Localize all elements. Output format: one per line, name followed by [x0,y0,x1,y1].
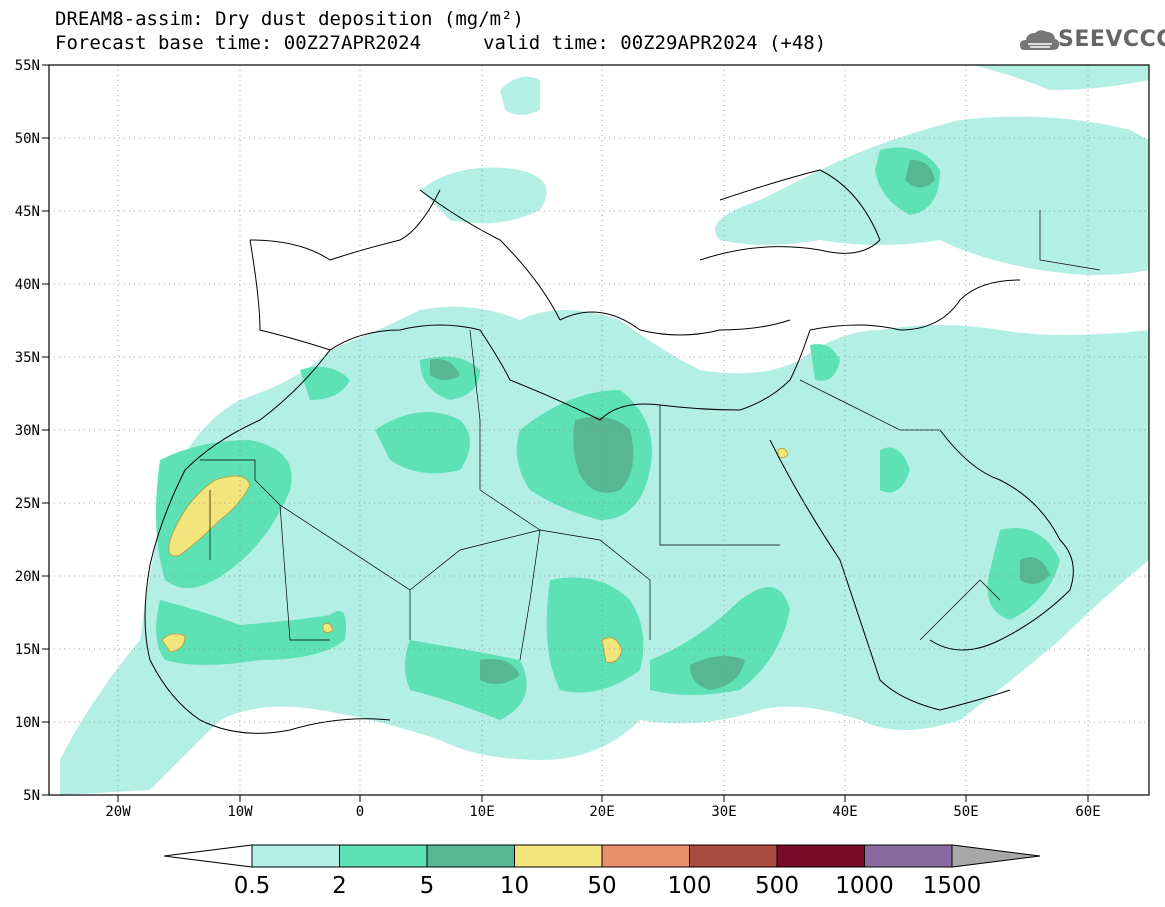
colorbar-label: 1500 [923,873,982,899]
grid-lines [49,65,1149,795]
lat-label: 45N [15,204,40,220]
map-title: DREAM8-assim: Dry dust deposition (mg/m²… [55,8,524,30]
country-borders [200,210,1101,661]
colorbar-label: 1000 [835,873,894,899]
colorbar: 0.5 2 5 10 50 100 500 1000 1500 [163,844,1041,899]
lon-label: 20E [589,804,614,820]
lat-label: 30N [15,423,40,439]
colorbar-label: 500 [755,873,799,899]
lon-label: 30E [711,804,736,820]
lat-label: 25N [15,496,40,512]
colorbar-label: 2 [332,873,347,899]
coastlines [144,169,1074,734]
colorbar-label: 50 [587,873,616,899]
colorbar-swatch [864,844,953,868]
colorbar-swatch [514,844,603,868]
lat-label: 40N [15,277,40,293]
colorbar-arrow-low [163,844,253,868]
colorbar-label: 5 [420,873,435,899]
dust-band-dark [430,159,1050,690]
lon-label: 10E [469,804,494,820]
colorbar-arrow-high [951,844,1041,868]
lat-label: 20N [15,569,40,585]
lat-label: 5N [23,788,40,804]
lon-label: 60E [1075,804,1100,820]
map-field [49,65,1149,795]
colorbar-label: 0.5 [234,873,271,899]
lon-label: 0 [356,804,364,820]
logo-text: SEEVCCC [1058,27,1165,52]
tick-marks [42,64,1089,802]
valid-time: valid time: 00Z29APR2024 (+48) [483,32,827,54]
lon-label: 10W [227,804,253,820]
lon-label: 40E [832,804,857,820]
colorbar-swatch [776,844,865,868]
cloud-icon [1020,30,1060,50]
colorbar-swatch [689,844,778,868]
lon-label: 50E [953,804,978,820]
colorbar-swatch [426,844,515,868]
colorbar-swatch [601,844,690,868]
forecast-base-time: Forecast base time: 00Z27APR2024 [55,32,422,54]
dust-band-yellow [161,447,789,663]
colorbar-swatch [339,844,428,868]
lat-label: 50N [15,131,40,147]
lon-label: 20W [105,804,131,820]
colorbar-label: 100 [668,873,712,899]
longitude-labels: 20W 10W 0 10E 20E 30E 40E 50E 60E [105,804,1100,820]
colorbar-label: 10 [500,873,529,899]
lat-label: 35N [15,350,40,366]
colorbar-swatch [251,844,340,868]
lat-label: 10N [15,715,40,731]
lat-label: 55N [15,58,40,74]
lat-label: 15N [15,642,40,658]
latitude-labels: 55N 50N 45N 40N 35N 30N 25N 20N 15N 10N … [15,58,40,804]
